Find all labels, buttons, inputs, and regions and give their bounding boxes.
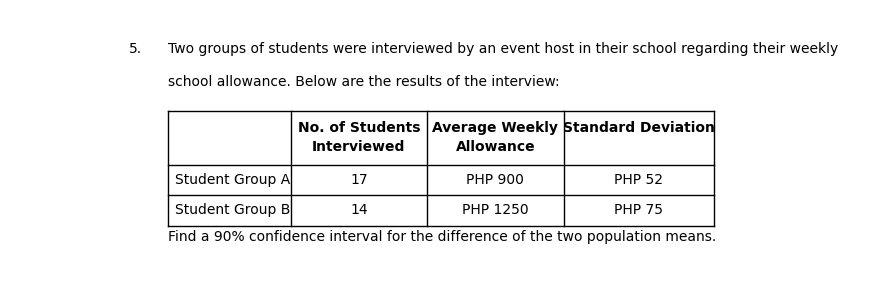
Text: Allowance: Allowance (456, 140, 535, 154)
Text: 5.: 5. (129, 42, 143, 56)
Text: Interviewed: Interviewed (312, 140, 406, 154)
Text: Standard Deviation: Standard Deviation (562, 121, 715, 135)
Text: No. of Students: No. of Students (297, 121, 420, 135)
Text: PHP 52: PHP 52 (614, 173, 663, 187)
Text: school allowance. Below are the results of the interview:: school allowance. Below are the results … (168, 75, 560, 89)
Text: 17: 17 (350, 173, 368, 187)
Text: Average Weekly: Average Weekly (432, 121, 558, 135)
Text: Find a 90% confidence interval for the difference of the two population means.: Find a 90% confidence interval for the d… (168, 231, 716, 244)
Text: Student Group B: Student Group B (175, 203, 290, 217)
Text: 14: 14 (350, 203, 368, 217)
Text: Student Group A: Student Group A (175, 173, 290, 187)
Text: PHP 75: PHP 75 (614, 203, 663, 217)
Text: PHP 1250: PHP 1250 (462, 203, 529, 217)
Text: PHP 900: PHP 900 (466, 173, 524, 187)
Text: Two groups of students were interviewed by an event host in their school regardi: Two groups of students were interviewed … (168, 42, 839, 56)
